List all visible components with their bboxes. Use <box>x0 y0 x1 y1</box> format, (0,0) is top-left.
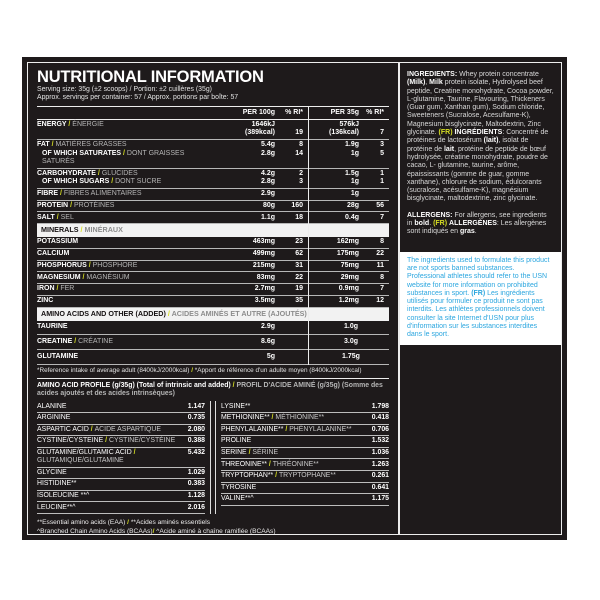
section-header-minerals: MINERALS / MINÉRAUX <box>37 224 389 238</box>
table-row: ZINC 3.5mg 35 1.2mg 12 <box>37 296 389 308</box>
amino-row: VALINE**^ 1.175 <box>221 494 389 506</box>
nutrition-label: NUTRITIONAL INFORMATION Serving size: 35… <box>22 57 567 540</box>
amino-row: ISOLEUCINE **^ 1.128 <box>37 491 205 503</box>
section-header-added-aminos: AMINO ACIDS AND OTHER (ADDED) / ACIDES A… <box>37 307 389 321</box>
table-column-header: PER 100g % RI* PER 35g % RI* <box>37 105 389 120</box>
table-row: ENERGY / ÉNERGIE 1646kJ 576kJ (389kcal) 19 (1… <box>37 120 389 140</box>
footnote-eaa: **Essential amino acids (EAA) / **Acides… <box>37 518 210 526</box>
column-divider <box>210 401 216 514</box>
amino-row: PROLINE 1.532 <box>221 436 389 448</box>
column-header-per35g: PER 35g <box>330 109 359 117</box>
ingredients-text: INGREDIENTS: Whey protein concentrate (M… <box>407 71 554 203</box>
nutrition-facts-panel: NUTRITIONAL INFORMATION Serving size: 35… <box>28 63 398 534</box>
table-row: PROTEIN / PROTÉINES 80g 160 28g 56 <box>37 201 389 213</box>
table-row: FIBRE / FIBRES ALIMENTAIRES 2.9g 1g <box>37 189 389 201</box>
amino-row: PHENYLALANINE** / PHÉNYLALANINE** 0.706 <box>221 425 389 437</box>
table-row: POTASSIUM 463mg 23 162mg 8 <box>37 237 389 249</box>
table-row: GLUTAMINE 5g 1.75g <box>37 350 389 365</box>
label-inner-frame: NUTRITIONAL INFORMATION Serving size: 35… <box>27 62 562 535</box>
table-row: CARBOHYDRATE / GLUCIDES 4.2g 2 1.5g 1 OF WHIC… <box>37 169 389 189</box>
amino-row: ASPARTIC ACID / ACIDE ASPARTIQUE 2.080 <box>37 425 205 437</box>
panel-divider <box>398 63 400 534</box>
table-row: MAGNESIUM / MAGNÉSIUM 83mg 22 29mg 8 <box>37 272 389 285</box>
amino-profile-header: AMINO ACID PROFILE (g/35g) (Total of int… <box>37 378 389 400</box>
amino-profile-right-column: LYSINE** 1.798 METHIONINE** / MÉTHIONINE**… <box>221 401 389 513</box>
allergens-text: ALLERGENS: For allergens, see ingredient… <box>407 211 547 236</box>
amino-row: METHIONINE** / MÉTHIONINE** 0.418 <box>221 413 389 425</box>
nutrition-table: PER 100g % RI* PER 35g % RI* ENERGY / ÉN… <box>37 105 389 365</box>
amino-row: THREONINE** / THRÉONINE** 1.263 <box>221 459 389 471</box>
amino-row: LEUCINE**^ 2.016 <box>37 502 205 514</box>
amino-row: TYROSINE 0.641 <box>221 483 389 495</box>
reference-intake-note: *Reference intake of average adult (8400… <box>37 367 362 375</box>
amino-row: ARGININE 0.735 <box>37 413 205 425</box>
ingredients-panel: INGREDIENTS: Whey protein concentrate (M… <box>400 63 561 534</box>
amino-profile-left-column: ALANINE 1.147 ARGININE 0.735 ASPARTIC ACID /… <box>37 401 205 514</box>
amino-row: HISTIDINE** 0.383 <box>37 479 205 491</box>
amino-row: TRYPTOPHAN** / TRYPTOPHANE** 0.261 <box>221 471 389 483</box>
amino-row: GLYCINE 1.029 <box>37 468 205 480</box>
servings-per-container-line: Approx. servings per container: 57 / App… <box>37 94 239 102</box>
column-header-spacer <box>303 109 313 116</box>
column-header-ri100: % RI* <box>285 109 303 117</box>
table-row: TAURINE 2.9g 1.0g <box>37 321 389 336</box>
table-row: FAT / MATIÈRES GRASSES 5.4g 8 1.9g 3 OF WHICH… <box>37 140 389 169</box>
table-row: PHOSPHORUS / PHOSPHORE 215mg 31 75mg 11 <box>37 261 389 273</box>
table-rows: ENERGY / ÉNERGIE 1646kJ 576kJ (389kcal) 19 (1… <box>37 120 389 365</box>
amino-row: SERINE / SÉRINE 1.036 <box>221 448 389 460</box>
table-row: IRON / FER 2.7mg 19 0.9mg 7 <box>37 284 389 296</box>
amino-profile-table: ALANINE 1.147 ARGININE 0.735 ASPARTIC ACID /… <box>37 401 389 514</box>
footnote-bcaa: ^Branched Chain Amino Acids (BCAAs)/ ^Ac… <box>37 527 276 535</box>
amino-row: ALANINE 1.147 <box>37 401 205 414</box>
column-header-per100g: PER 100g <box>242 109 275 117</box>
amino-row: CYSTINE/CYSTEINE / CYSTINE/CYSTÉINE 0.388 <box>37 436 205 448</box>
banned-substances-notice: The ingredients used to formulate this p… <box>400 251 561 345</box>
amino-row: GLUTAMINE/GLUTAMIC ACID / GLUTAMIQUE/GLU… <box>37 448 205 468</box>
table-row: CALCIUM 499mg 62 175mg 22 <box>37 249 389 261</box>
table-row: CREATINE / CRÉATINE 8.6g 3.0g <box>37 335 389 350</box>
amino-row: LYSINE** 1.798 <box>221 401 389 414</box>
amino-footnotes: **Essential amino acids (EAA) / **Acides… <box>37 518 389 535</box>
column-header-blank <box>37 109 217 116</box>
serving-size-line: Serving size: 35g (±2 scoops) / Portion:… <box>37 86 212 93</box>
table-row: SALT / SEL 1.1g 18 0.4g 7 <box>37 212 389 225</box>
panel-title: NUTRITIONAL INFORMATION <box>37 68 264 86</box>
column-header-ri35: % RI* <box>366 109 384 117</box>
